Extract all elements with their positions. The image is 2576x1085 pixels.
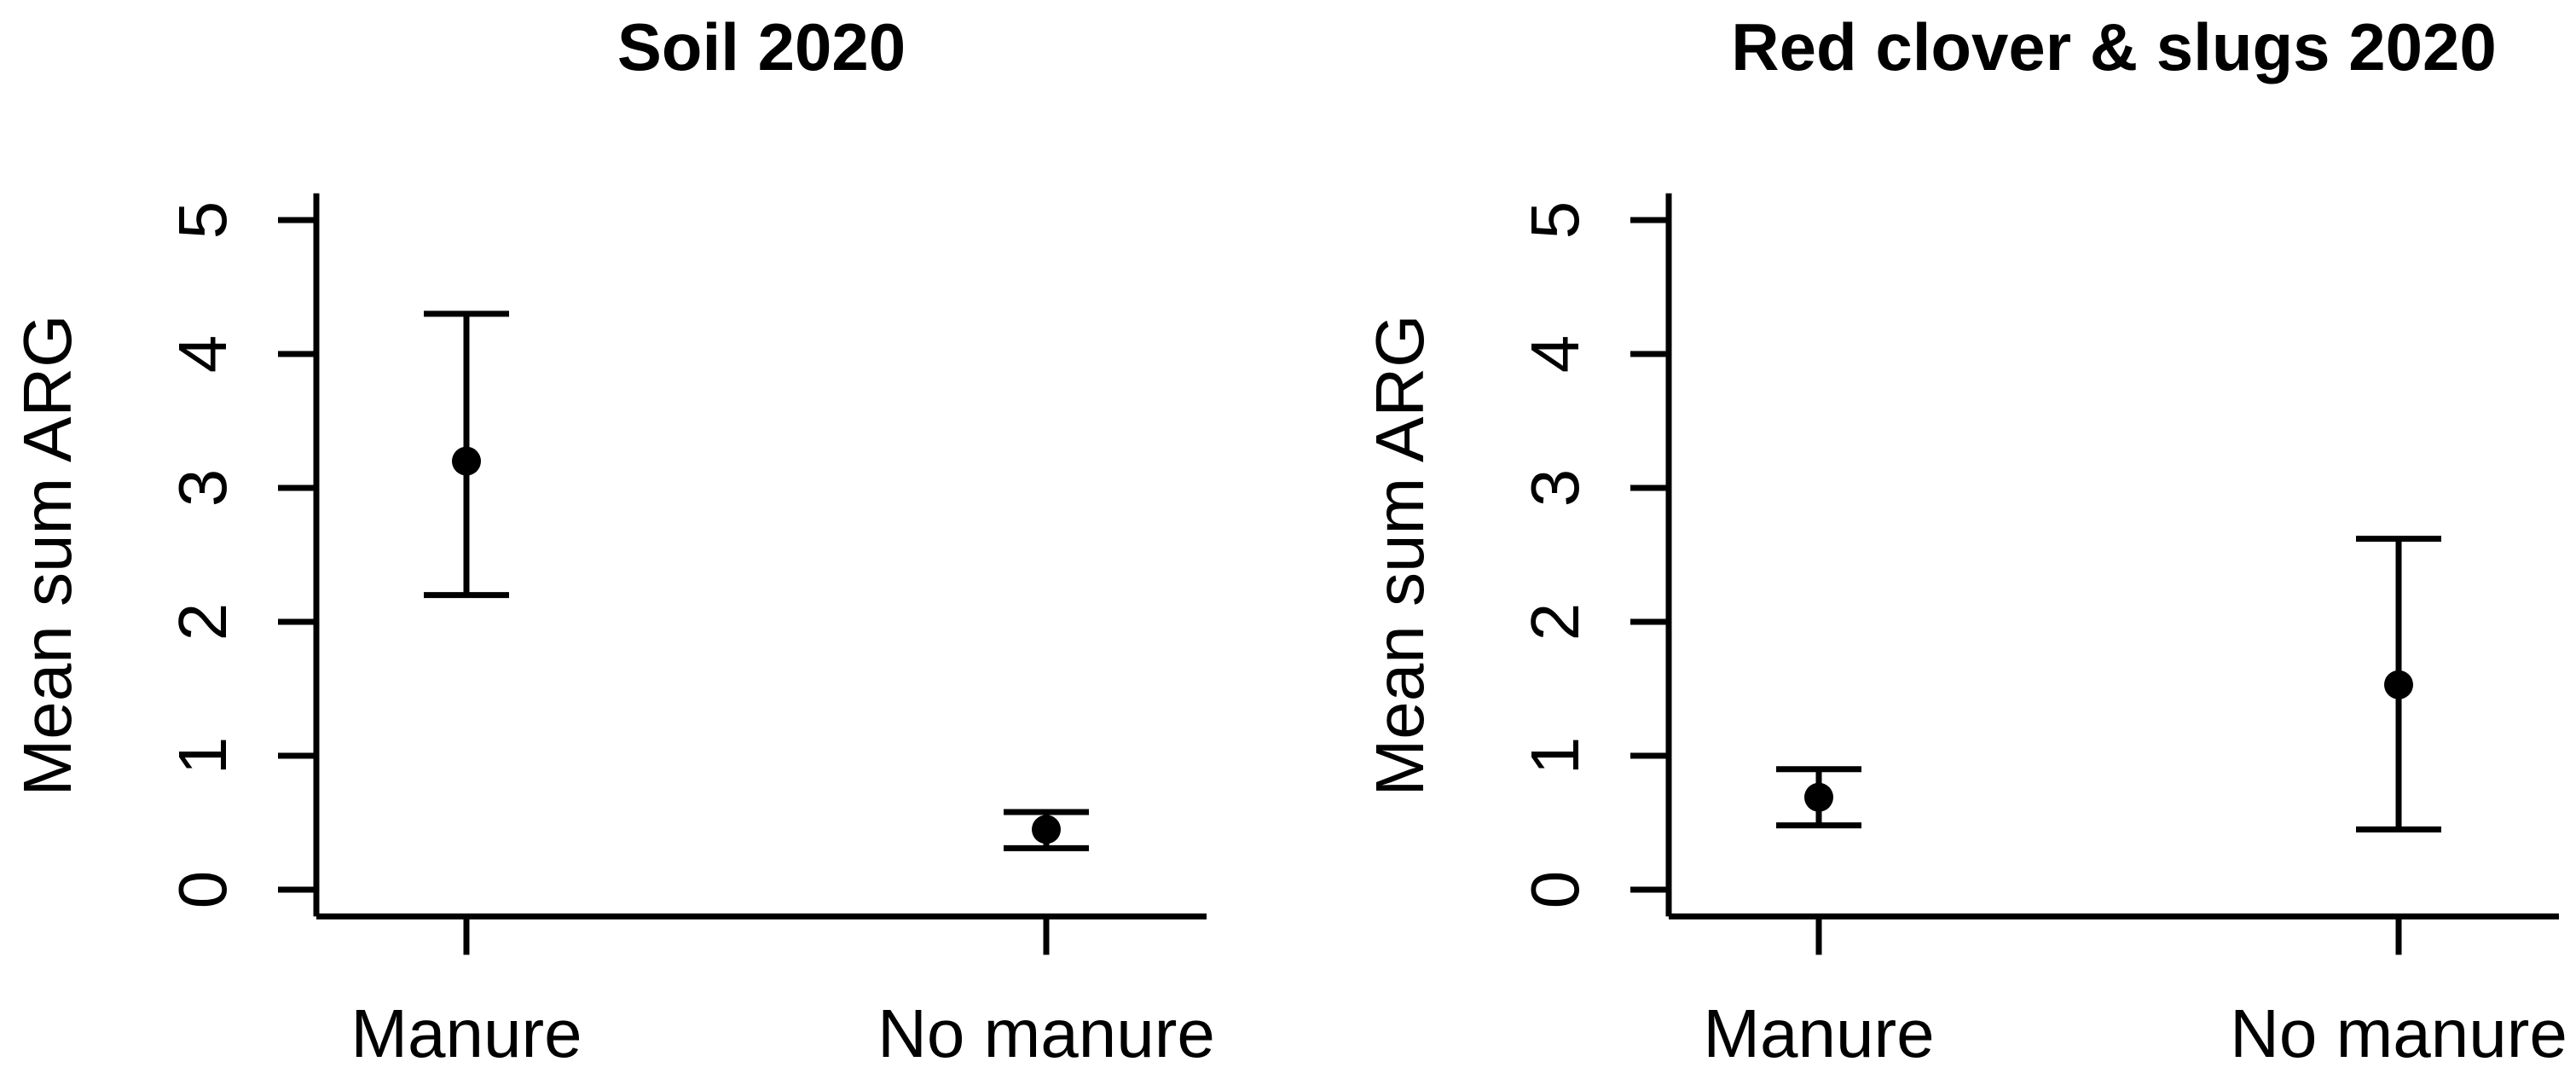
y-tick-label: 0 — [165, 871, 240, 909]
x-tick-label-no-manure-right: No manure — [2230, 995, 2567, 1071]
y-tick-label: 2 — [165, 603, 240, 641]
y-tick-label: 0 — [1517, 871, 1593, 909]
y-tick-label: 4 — [165, 335, 240, 374]
mean-point — [1804, 782, 1833, 812]
y-tick-label: 1 — [165, 737, 240, 775]
y-tick-label: 1 — [1517, 737, 1593, 775]
mean-point — [1032, 815, 1061, 844]
y-tick-label: 3 — [1517, 469, 1593, 508]
x-tick-label-manure-left: Manure — [350, 995, 582, 1071]
mean-point — [452, 446, 481, 476]
y-axis-title-left: Mean sum ARG — [9, 314, 85, 797]
y-axis-title-right: Mean sum ARG — [1362, 314, 1438, 797]
y-tick-label: 4 — [1517, 335, 1593, 374]
y-tick-label: 2 — [1517, 603, 1593, 641]
mean-point — [2384, 670, 2413, 699]
x-tick-label-manure-right: Manure — [1703, 995, 1935, 1071]
x-tick-label-no-manure-left: No manure — [877, 995, 1215, 1071]
panel-title-soil-2020: Soil 2020 — [617, 9, 906, 84]
panel-title-red-clover-slugs-2020: Red clover & slugs 2020 — [1731, 9, 2497, 84]
y-tick-label: 3 — [165, 469, 240, 508]
y-tick-label: 5 — [165, 201, 240, 240]
y-tick-label: 5 — [1517, 201, 1593, 240]
